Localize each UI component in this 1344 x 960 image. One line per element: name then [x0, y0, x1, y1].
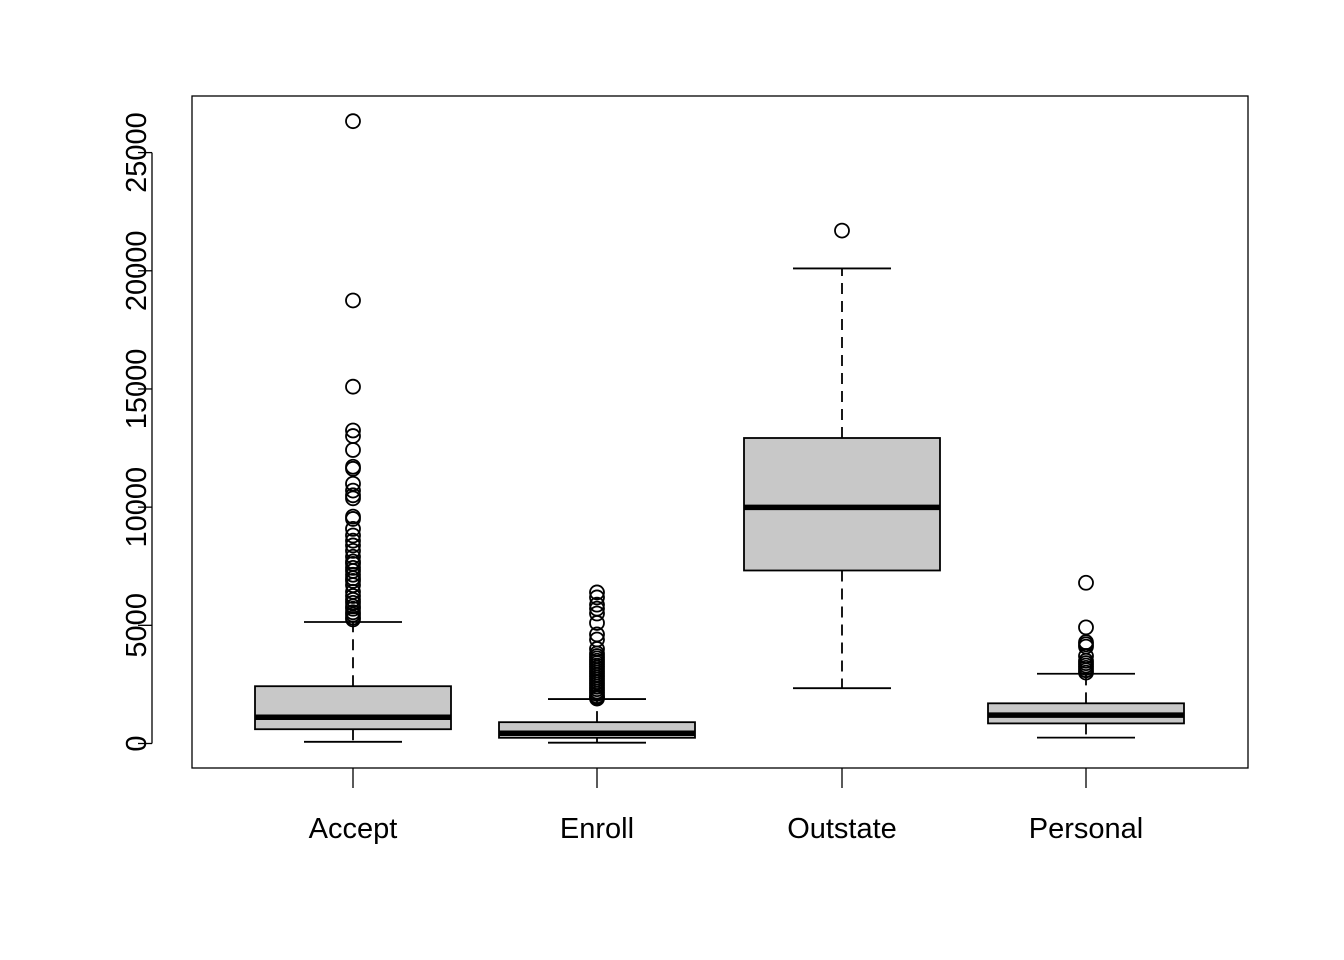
outlier-point: [345, 532, 361, 549]
outlier-point: [345, 588, 361, 604]
outlier-point: [834, 222, 850, 239]
y-tick-label: 10000: [121, 467, 153, 548]
x-tick-label-accept: Accept: [309, 813, 398, 845]
outlier-point: [589, 589, 605, 606]
x-axis-ticks: Accept Enroll Outstate Personal: [309, 768, 1143, 845]
boxplot-series: [254, 113, 1185, 744]
outlier-point: [345, 442, 361, 458]
outlier-point: [345, 611, 361, 628]
outlier-point: [345, 422, 361, 439]
y-tick-label: 5000: [121, 593, 153, 658]
outlier-point: [345, 572, 361, 589]
iqr-box: [743, 437, 941, 572]
x-tick-label-enroll: Enroll: [560, 813, 634, 845]
outlier-point: [345, 490, 361, 507]
outlier-point: [1078, 664, 1094, 681]
outlier-point: [345, 520, 361, 537]
outlier-point: [1078, 619, 1094, 636]
y-tick-label: 25000: [121, 112, 153, 193]
outlier-point: [345, 482, 361, 499]
outlier-point: [589, 584, 605, 601]
box-group-personal: [987, 574, 1185, 739]
x-tick-label-personal: Personal: [1029, 813, 1143, 845]
outlier-point: [589, 615, 605, 631]
x-tick-label-outstate: Outstate: [787, 813, 897, 845]
outlier-point: [345, 537, 361, 554]
box-group-accept: [254, 113, 452, 743]
outlier-point: [345, 511, 361, 527]
outlier-point: [345, 527, 361, 544]
outlier-point: [1078, 574, 1094, 591]
y-tick-label: 20000: [121, 230, 153, 311]
y-tick-label: 0: [121, 735, 153, 751]
y-axis-ticks: 0 5000 10000 15000 20000 25000: [121, 112, 153, 751]
box-group-outstate: [743, 222, 941, 690]
iqr-box: [254, 685, 452, 731]
y-tick-label: 15000: [121, 349, 153, 430]
plot-frame: [191, 95, 1249, 769]
outlier-point: [345, 113, 361, 130]
outlier-point: [589, 596, 605, 613]
outlier-point: [589, 690, 605, 707]
outlier-point: [345, 460, 361, 477]
box-group-enroll: [498, 584, 696, 744]
outlier-point: [345, 542, 361, 559]
outlier-point: [589, 605, 605, 622]
outlier-point: [345, 292, 361, 309]
outlier-point: [345, 378, 361, 395]
